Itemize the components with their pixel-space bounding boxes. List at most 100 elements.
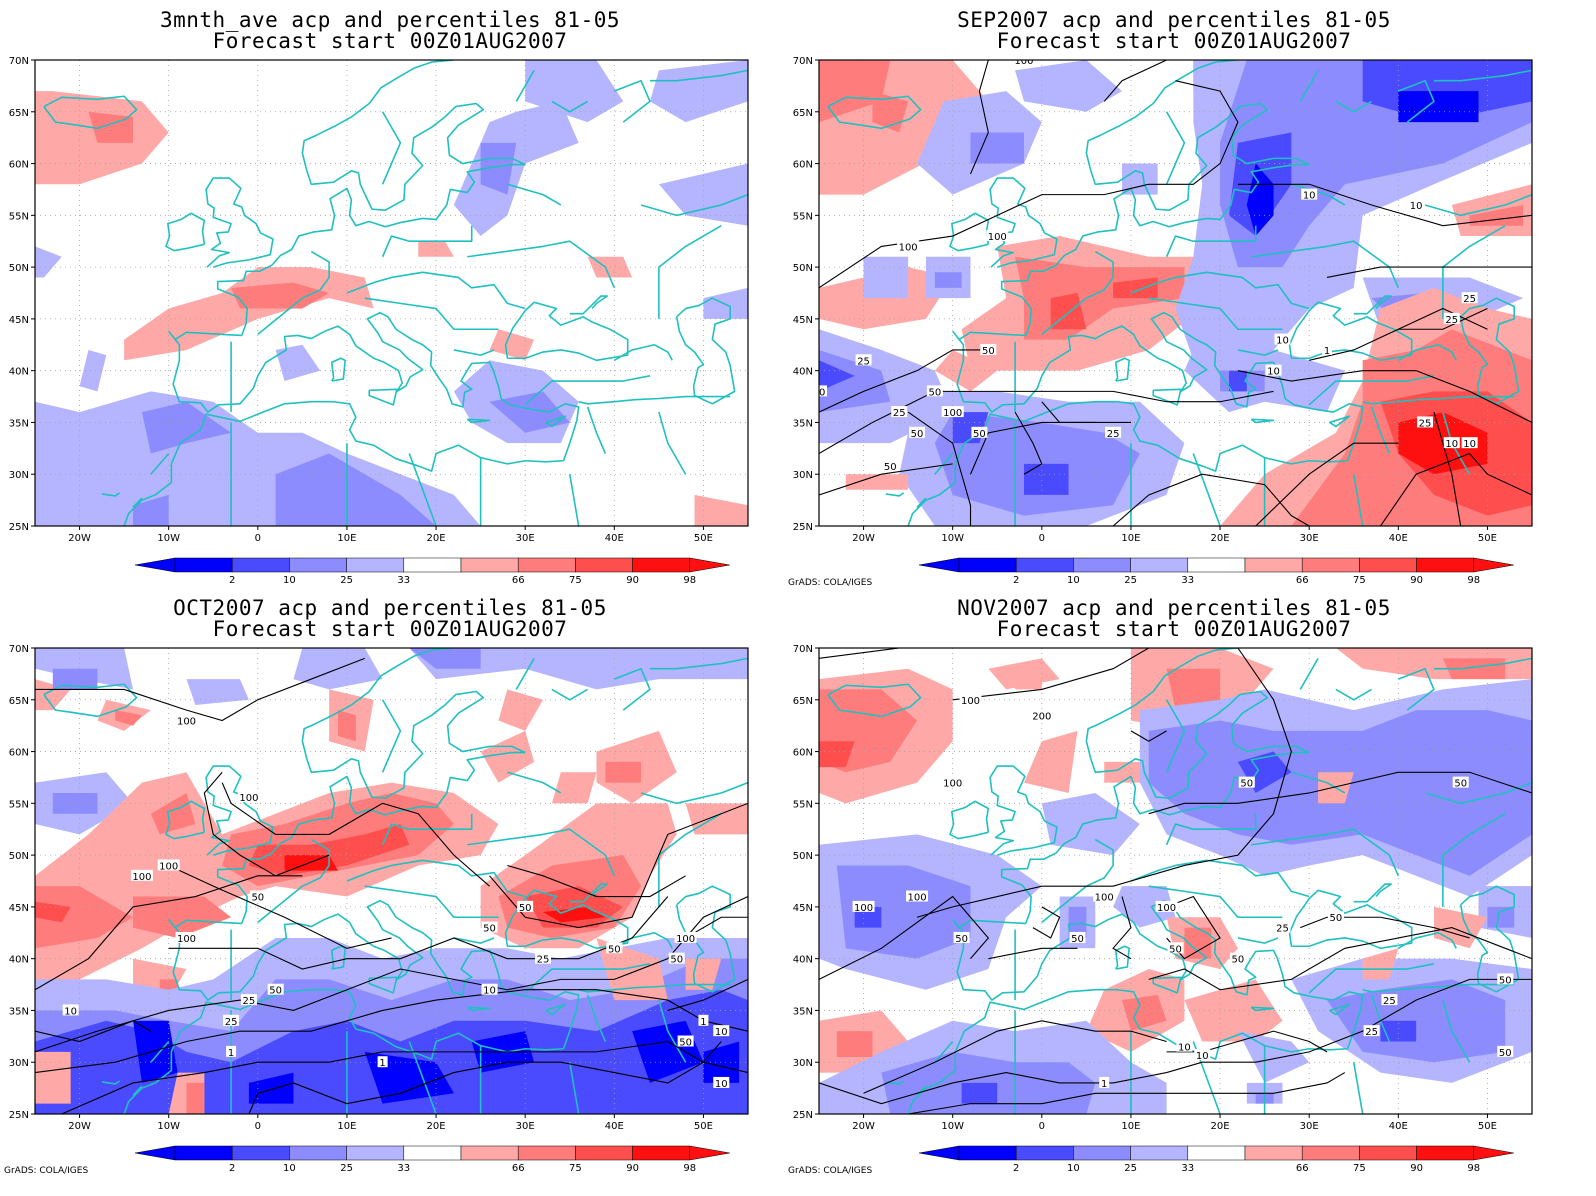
colorbar-label: 25 (1124, 575, 1137, 586)
colorbar-segment (1187, 1145, 1246, 1161)
contour-label-bg (1322, 343, 1333, 355)
contour-label-bg (1093, 890, 1116, 902)
contour-label: 50 (973, 429, 986, 440)
map-frame (818, 59, 1533, 527)
contour-label-bg (1301, 188, 1318, 200)
colorbar-label: 90 (1410, 575, 1423, 586)
contour-label: 50 (1499, 975, 1512, 986)
colorbar-segment (1301, 1145, 1360, 1161)
contour-label: 10 (813, 387, 826, 398)
contour-label-bg (909, 426, 926, 438)
colorbar-label: 25 (1124, 1163, 1137, 1174)
lon-label: 10W (157, 533, 180, 544)
percentile-area (133, 494, 169, 526)
percentile-area (409, 648, 481, 669)
percentile-area (605, 761, 642, 783)
contour-label: 25 (1419, 418, 1432, 429)
percentile-area (1246, 163, 1274, 237)
lon-label: 20W (852, 1121, 875, 1132)
contour-label: 10 (483, 986, 496, 997)
contour-label: 1 (228, 1048, 234, 1059)
percentile-area (1380, 1020, 1417, 1042)
colorbar-label: 33 (1181, 575, 1194, 586)
contour-label-bg (941, 406, 964, 418)
percentile-area (1068, 906, 1087, 938)
contours (35, 657, 748, 1114)
percentile-area (35, 886, 134, 949)
colorbar-label: 10 (283, 575, 296, 586)
colorbar-segment (460, 1145, 519, 1161)
lon-label: 20E (427, 1121, 446, 1132)
contour-label-bg (1363, 1025, 1380, 1037)
colorbar-segment (174, 1145, 233, 1161)
lat-label: 60N (793, 748, 813, 759)
percentile-area (338, 710, 356, 742)
lat-label: 65N (9, 696, 29, 707)
lon-label: 30E (1300, 1121, 1319, 1132)
map-panel-oct2007: OCT2007 acp and percentiles 81-05 Foreca… (0, 588, 780, 1186)
colorbar-segment (632, 1145, 691, 1161)
lat-label: 45N (9, 315, 29, 326)
contour-label: 100 (676, 934, 695, 945)
contour-label: 50 (982, 346, 995, 357)
colorbar: 2 10 25 33 66 75 90 98 (918, 1145, 1514, 1174)
contour-label-bg (1497, 973, 1514, 985)
lat-label: 30N (793, 470, 813, 481)
lat-label: 30N (9, 470, 29, 481)
colorbar-label: 98 (1467, 1163, 1480, 1174)
colorbar-label: 90 (626, 575, 639, 586)
lat-label: 35N (9, 1006, 29, 1017)
lat-label: 35N (9, 418, 29, 429)
contour-label-bg (1443, 437, 1460, 449)
contour-label-bg (1176, 1040, 1193, 1052)
percentile-area (551, 772, 597, 804)
contour-label-bg (953, 931, 970, 943)
contour-label: 200 (1032, 711, 1051, 722)
colorbar-label: 25 (340, 1163, 353, 1174)
colorbar-segment (289, 1145, 347, 1161)
contour-label: 1 (700, 1017, 706, 1028)
contour-label: 100 (899, 242, 918, 253)
colorbar: 2 10 25 33 66 75 90 98 (134, 1145, 730, 1174)
percentile-area (836, 1031, 873, 1058)
lon-label: 20E (1211, 533, 1230, 544)
contour-label: 100 (854, 903, 873, 914)
panel-subtitle: Forecast start 00Z01AUG2007 (996, 617, 1352, 641)
contour-label: 100 (961, 696, 980, 707)
percentile-area (186, 1082, 205, 1114)
contour-label: 100 (177, 716, 196, 727)
percentile-area (480, 730, 535, 783)
colorbar-segment (1359, 1145, 1417, 1161)
lat-label: 50N (793, 263, 813, 274)
lat-label: 25N (793, 522, 813, 533)
contour-label-bg (240, 994, 257, 1006)
lat-label: 55N (793, 799, 813, 810)
colorbar-segment (1073, 1145, 1131, 1161)
percentile-area (703, 287, 748, 319)
lon-label: 10E (1121, 533, 1140, 544)
lat-label: 50N (793, 851, 813, 862)
contour-label-bg (882, 459, 899, 471)
contour-label: 50 (251, 893, 264, 904)
percentile-area (489, 329, 535, 361)
colorbar-label: 66 (1296, 1163, 1309, 1174)
lon-label: 40E (605, 533, 624, 544)
contour-label-bg (226, 1045, 237, 1057)
percentile-area (1487, 906, 1515, 928)
contour-label-bg (1443, 312, 1460, 324)
contour-label-bg (62, 1004, 79, 1016)
percentile-area (284, 855, 339, 871)
lon-label: 0 (255, 533, 261, 544)
contour-label: 10 (1410, 201, 1423, 212)
colorbar-segment (632, 557, 691, 573)
contour-label-bg (1452, 776, 1469, 788)
colorbar-segment (575, 557, 633, 573)
lat-label: 40N (9, 955, 29, 966)
contour-label-bg (1274, 333, 1291, 345)
percentile-area (1015, 60, 1123, 112)
percentile-area (115, 710, 142, 726)
colorbar-segment (1015, 1145, 1074, 1161)
colorbar-label: 75 (569, 1163, 582, 1174)
contour-label-bg (1461, 437, 1478, 449)
contour-label-bg (674, 931, 697, 943)
